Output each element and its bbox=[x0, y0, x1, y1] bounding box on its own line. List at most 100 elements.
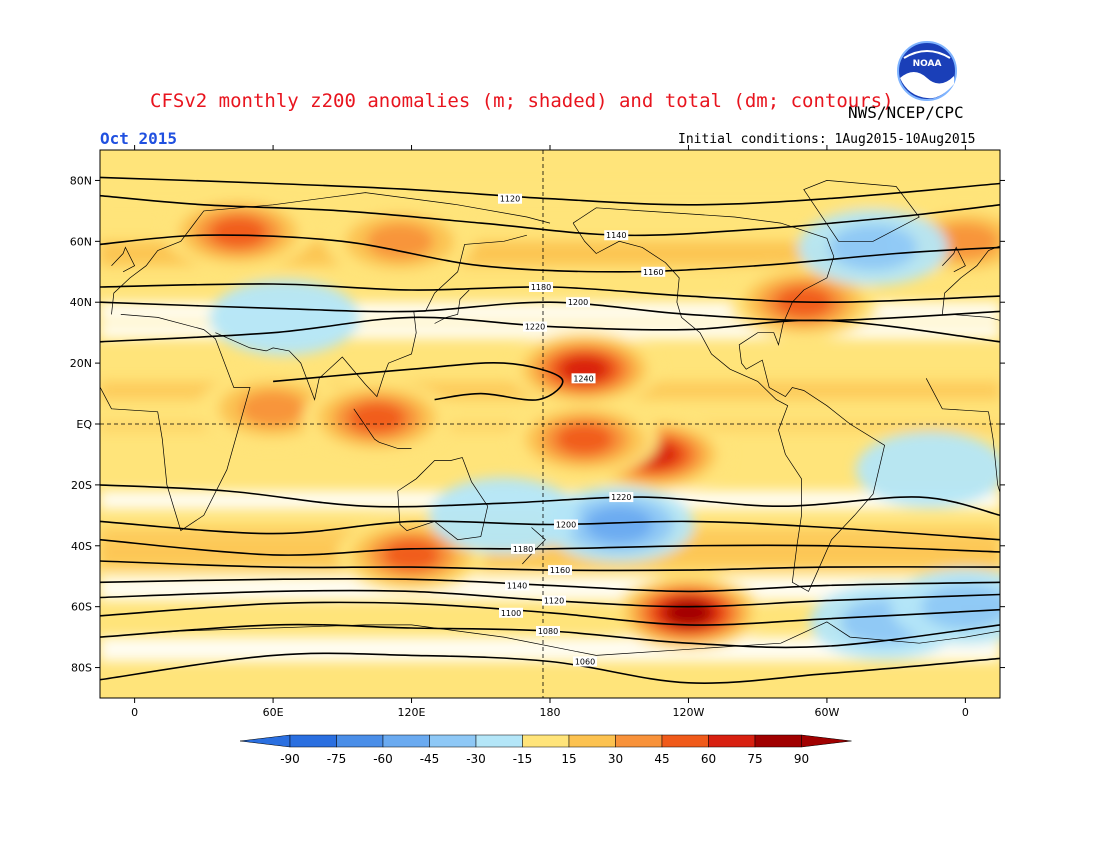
colorbar-label: -30 bbox=[466, 752, 486, 766]
coastline bbox=[111, 246, 136, 273]
colorbar-label: 60 bbox=[701, 752, 716, 766]
initial-conditions: Initial conditions: 1Aug2015-10Aug2015 bbox=[678, 132, 976, 147]
anomaly-blob bbox=[829, 224, 918, 271]
anomaly-blob bbox=[585, 506, 653, 543]
contour-label: 1200 bbox=[556, 520, 576, 529]
colorbar-swatch bbox=[754, 734, 802, 748]
contour-line-1060 bbox=[100, 652, 1000, 684]
colorbar-label: -15 bbox=[513, 752, 533, 766]
anomaly-blob bbox=[855, 431, 1000, 508]
contour-label-bg bbox=[542, 595, 566, 606]
colorbar-swatch bbox=[429, 734, 477, 748]
colorbar-swatch bbox=[475, 734, 523, 748]
contour-line-1200 bbox=[100, 520, 1000, 541]
x-tick-label: 0 bbox=[962, 706, 969, 719]
contour-label: 1140 bbox=[606, 231, 626, 240]
contour-label: 1220 bbox=[525, 323, 545, 332]
colorbar-swatch bbox=[568, 734, 616, 748]
contour-label: 1080 bbox=[538, 627, 558, 636]
contour-label-bg bbox=[499, 607, 523, 618]
colorbar-swatch bbox=[336, 734, 384, 748]
contour-line-1240 bbox=[273, 362, 564, 401]
contour-label-bg bbox=[566, 297, 590, 308]
colorbar-swatch bbox=[522, 734, 570, 748]
contour-label-bg bbox=[554, 519, 578, 530]
x-tick-label: 0 bbox=[131, 706, 138, 719]
contour-label-bg bbox=[571, 373, 596, 384]
x-tick-label: 180 bbox=[540, 706, 561, 719]
anomaly-blob bbox=[348, 402, 406, 434]
coastline bbox=[925, 314, 1000, 494]
x-tick-label: 60E bbox=[263, 706, 284, 719]
anomaly-blob bbox=[428, 477, 579, 554]
y-tick-label: 60N bbox=[70, 235, 92, 248]
coastline bbox=[353, 408, 412, 449]
contour-line-1100 bbox=[100, 601, 1000, 626]
colorbar: -90 -75 -60 -45 -30 -15 15 30 45 60 75 90 bbox=[239, 734, 852, 766]
contour-label: 1200 bbox=[568, 298, 588, 307]
contour-line-1160 bbox=[100, 234, 1000, 273]
y-tick-label: EQ bbox=[76, 418, 92, 431]
contour-label-bg bbox=[498, 193, 522, 204]
x-tick-label: 120E bbox=[398, 706, 426, 719]
coastline bbox=[572, 207, 885, 592]
y-tick-label: 80N bbox=[70, 174, 92, 187]
colorbar-label: -90 bbox=[280, 752, 300, 766]
anomaly-blob bbox=[383, 539, 441, 571]
contour-line-1140 bbox=[100, 577, 1000, 593]
contour-label-bg bbox=[505, 580, 529, 591]
contour-label-bg bbox=[548, 565, 572, 576]
coastline bbox=[522, 527, 546, 565]
colorbar-label: -60 bbox=[373, 752, 393, 766]
agency-label: NWS/NCEP/CPC bbox=[848, 103, 964, 122]
contour-label-bg bbox=[604, 230, 629, 241]
anomaly-blob bbox=[209, 216, 267, 248]
colorbar-arrow-high bbox=[801, 734, 852, 748]
contour-label: 1060 bbox=[575, 657, 595, 666]
anomaly-blob bbox=[366, 223, 434, 260]
contour-label-bg bbox=[523, 321, 547, 332]
coastline bbox=[100, 314, 251, 532]
contour-label: 1160 bbox=[550, 566, 570, 575]
noaa-logo-text: NOAA bbox=[913, 59, 942, 69]
contour-line-1180 bbox=[100, 538, 1000, 556]
anomaly-blob bbox=[209, 279, 360, 356]
anomaly-blob bbox=[239, 390, 307, 427]
contour-label-bg bbox=[609, 492, 634, 503]
height-contours: 1120 1140 1160 1180 1200 1220 1240 1220 1200 1180… bbox=[100, 176, 1000, 684]
colorbar-label: -75 bbox=[327, 752, 347, 766]
y-axis: 80N 60N 40N 20N EQ 20S 40S 60S 80S bbox=[70, 174, 1005, 675]
contour-line-1220 bbox=[100, 316, 1000, 343]
contour-label-bg bbox=[529, 282, 553, 292]
y-tick-label: 20S bbox=[71, 479, 92, 492]
anomaly-blob bbox=[921, 583, 1000, 630]
contour-label-bg bbox=[511, 543, 535, 554]
contour-label-bg bbox=[536, 626, 560, 637]
coastline bbox=[215, 234, 527, 401]
map-plot-area: 1120 1140 1160 1180 1200 1220 1240 1220 1200 1180… bbox=[100, 150, 1000, 698]
colorbar-label: 75 bbox=[747, 752, 762, 766]
anomaly-blob bbox=[556, 423, 614, 455]
coastlines bbox=[100, 180, 1000, 656]
coastline bbox=[411, 621, 1000, 656]
contour-label: 1100 bbox=[501, 609, 521, 618]
colorbar-label: 15 bbox=[561, 752, 576, 766]
x-tick-label: 120W bbox=[673, 706, 705, 719]
contour-label-bg bbox=[573, 656, 597, 667]
contour-line-1120 bbox=[100, 176, 1000, 206]
colorbar-swatch bbox=[382, 734, 430, 748]
y-tick-label: 40S bbox=[71, 540, 92, 553]
chart-title: CFSv2 monthly z200 anomalies (m; shaded)… bbox=[150, 90, 894, 112]
y-tick-label: 20N bbox=[70, 357, 92, 370]
contour-label: 1180 bbox=[513, 545, 533, 554]
contour-label: 1120 bbox=[500, 195, 520, 204]
coastline bbox=[941, 245, 1000, 315]
forecast-month: Oct 2015 bbox=[100, 129, 178, 148]
contour-label: 1140 bbox=[507, 581, 527, 590]
colorbar-label: 90 bbox=[794, 752, 809, 766]
x-tick-label: 60W bbox=[814, 706, 839, 719]
colorbar-label: 30 bbox=[608, 752, 623, 766]
anomaly-band bbox=[100, 186, 1000, 205]
contour-label: 1180 bbox=[531, 283, 551, 292]
colorbar-swatch bbox=[661, 734, 709, 748]
